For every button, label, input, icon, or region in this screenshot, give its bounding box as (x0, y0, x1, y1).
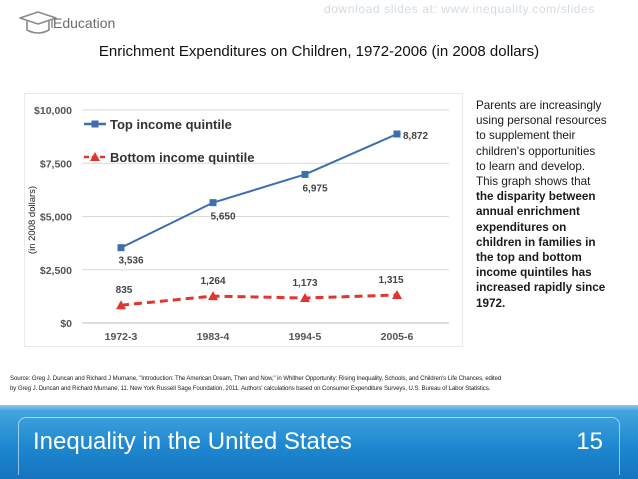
y-axis-label: (in 2008 dollars) (27, 186, 38, 254)
data-label: 6,975 (302, 183, 327, 194)
y-tick-label: $5,000 (40, 212, 72, 224)
description-highlight: the disparity between annual enrichment ex… (476, 189, 626, 311)
x-tick-label: 1994-5 (289, 331, 322, 343)
data-label: 1,264 (200, 276, 225, 287)
source-line-1: Source: Greg J. Duncan and Richard J Mur… (10, 375, 502, 382)
footer-frame: Inequality in the United States 15 (18, 417, 620, 475)
description-line: to learn and develop. (476, 159, 586, 173)
y-tick-label: $7,500 (40, 158, 72, 170)
description-text: Parents are increasingly using personal r… (476, 98, 626, 189)
y-tick-label: $10,000 (34, 105, 72, 117)
slide-title: Enrichment Expenditures on Children, 197… (98, 43, 540, 60)
expenditure-line-chart: $0 $2,500 $5,000 $7,500 $10,000 1972-3 1983-4 1… (24, 93, 463, 347)
data-label: 1,315 (378, 275, 403, 286)
description-line: children's opportunities (476, 144, 596, 158)
chart-series: 3,536 5,650 6,975 8,872 835 1,264 1,173 1,315 (116, 130, 428, 310)
top-quintile-line (120, 133, 398, 249)
chart-legend: Top income quintile Bottom income quintil… (84, 117, 254, 165)
data-point-bottom-quintile (300, 293, 310, 303)
data-point-bottom-quintile (208, 291, 218, 301)
legend-marker-triangle (90, 152, 100, 161)
description-bold-line: 1972. (476, 296, 506, 310)
page-number: 15 (576, 428, 603, 455)
x-tick-label: 1972-3 (105, 331, 138, 343)
section-label: Education (53, 15, 116, 31)
footer-title: Inequality in the United States (33, 428, 352, 455)
data-point-bottom-quintile (392, 289, 402, 299)
description-bold-line: expenditures on (476, 220, 567, 234)
data-point-top-quintile (393, 130, 401, 138)
data-label: 3,536 (118, 256, 143, 267)
description-panel: Parents are increasingly using personal r… (476, 98, 626, 311)
footer-bar: Inequality in the United States 15 (0, 405, 638, 479)
description-line: This graph shows that (476, 175, 591, 189)
data-point-top-quintile (209, 199, 217, 207)
legend-label: Top income quintile (110, 117, 232, 132)
graduation-cap-icon (19, 11, 57, 34)
legend-marker-square (91, 120, 99, 128)
description-line: to supplement their (476, 129, 576, 143)
chart-axes: $0 $2,500 $5,000 $7,500 $10,000 1972-3 1983-4 1… (34, 105, 449, 343)
y-tick-label: $0 (60, 318, 72, 330)
data-point-top-quintile (301, 170, 309, 178)
y-tick-label: $2,500 (40, 265, 72, 277)
data-label: 1,173 (292, 278, 317, 289)
bottom-quintile-line (120, 293, 398, 307)
description-line: using personal resources (476, 114, 607, 128)
description-bold-line: the top and bottom (476, 251, 582, 265)
watermark-text: download slides at: www.inequality.com/s… (324, 2, 595, 16)
legend-label: Bottom income quintile (110, 150, 254, 165)
source-line-2: by Greg J. Duncan and Richard Murnane, 1… (10, 385, 491, 392)
source-citation: Source: Greg J. Duncan and Richard J Mur… (10, 374, 630, 394)
description-bold-line: children in families in (476, 235, 596, 249)
description-bold-line: increased rapidly since (476, 281, 606, 295)
description-bold-line: income quintiles has (476, 266, 592, 280)
x-tick-label: 1983-4 (197, 331, 230, 343)
description-bold-line: annual enrichment (476, 205, 580, 219)
data-point-bottom-quintile (116, 300, 126, 310)
description-bold-line: the disparity between (476, 190, 596, 204)
data-label: 8,872 (403, 131, 428, 142)
description-line: Parents are increasingly (476, 99, 602, 112)
footer-shine (0, 405, 638, 411)
chart-frame (24, 93, 463, 347)
x-tick-label: 2005-6 (381, 331, 414, 343)
data-label: 5,650 (210, 212, 235, 223)
data-label: 835 (116, 285, 133, 296)
data-point-top-quintile (117, 244, 125, 252)
